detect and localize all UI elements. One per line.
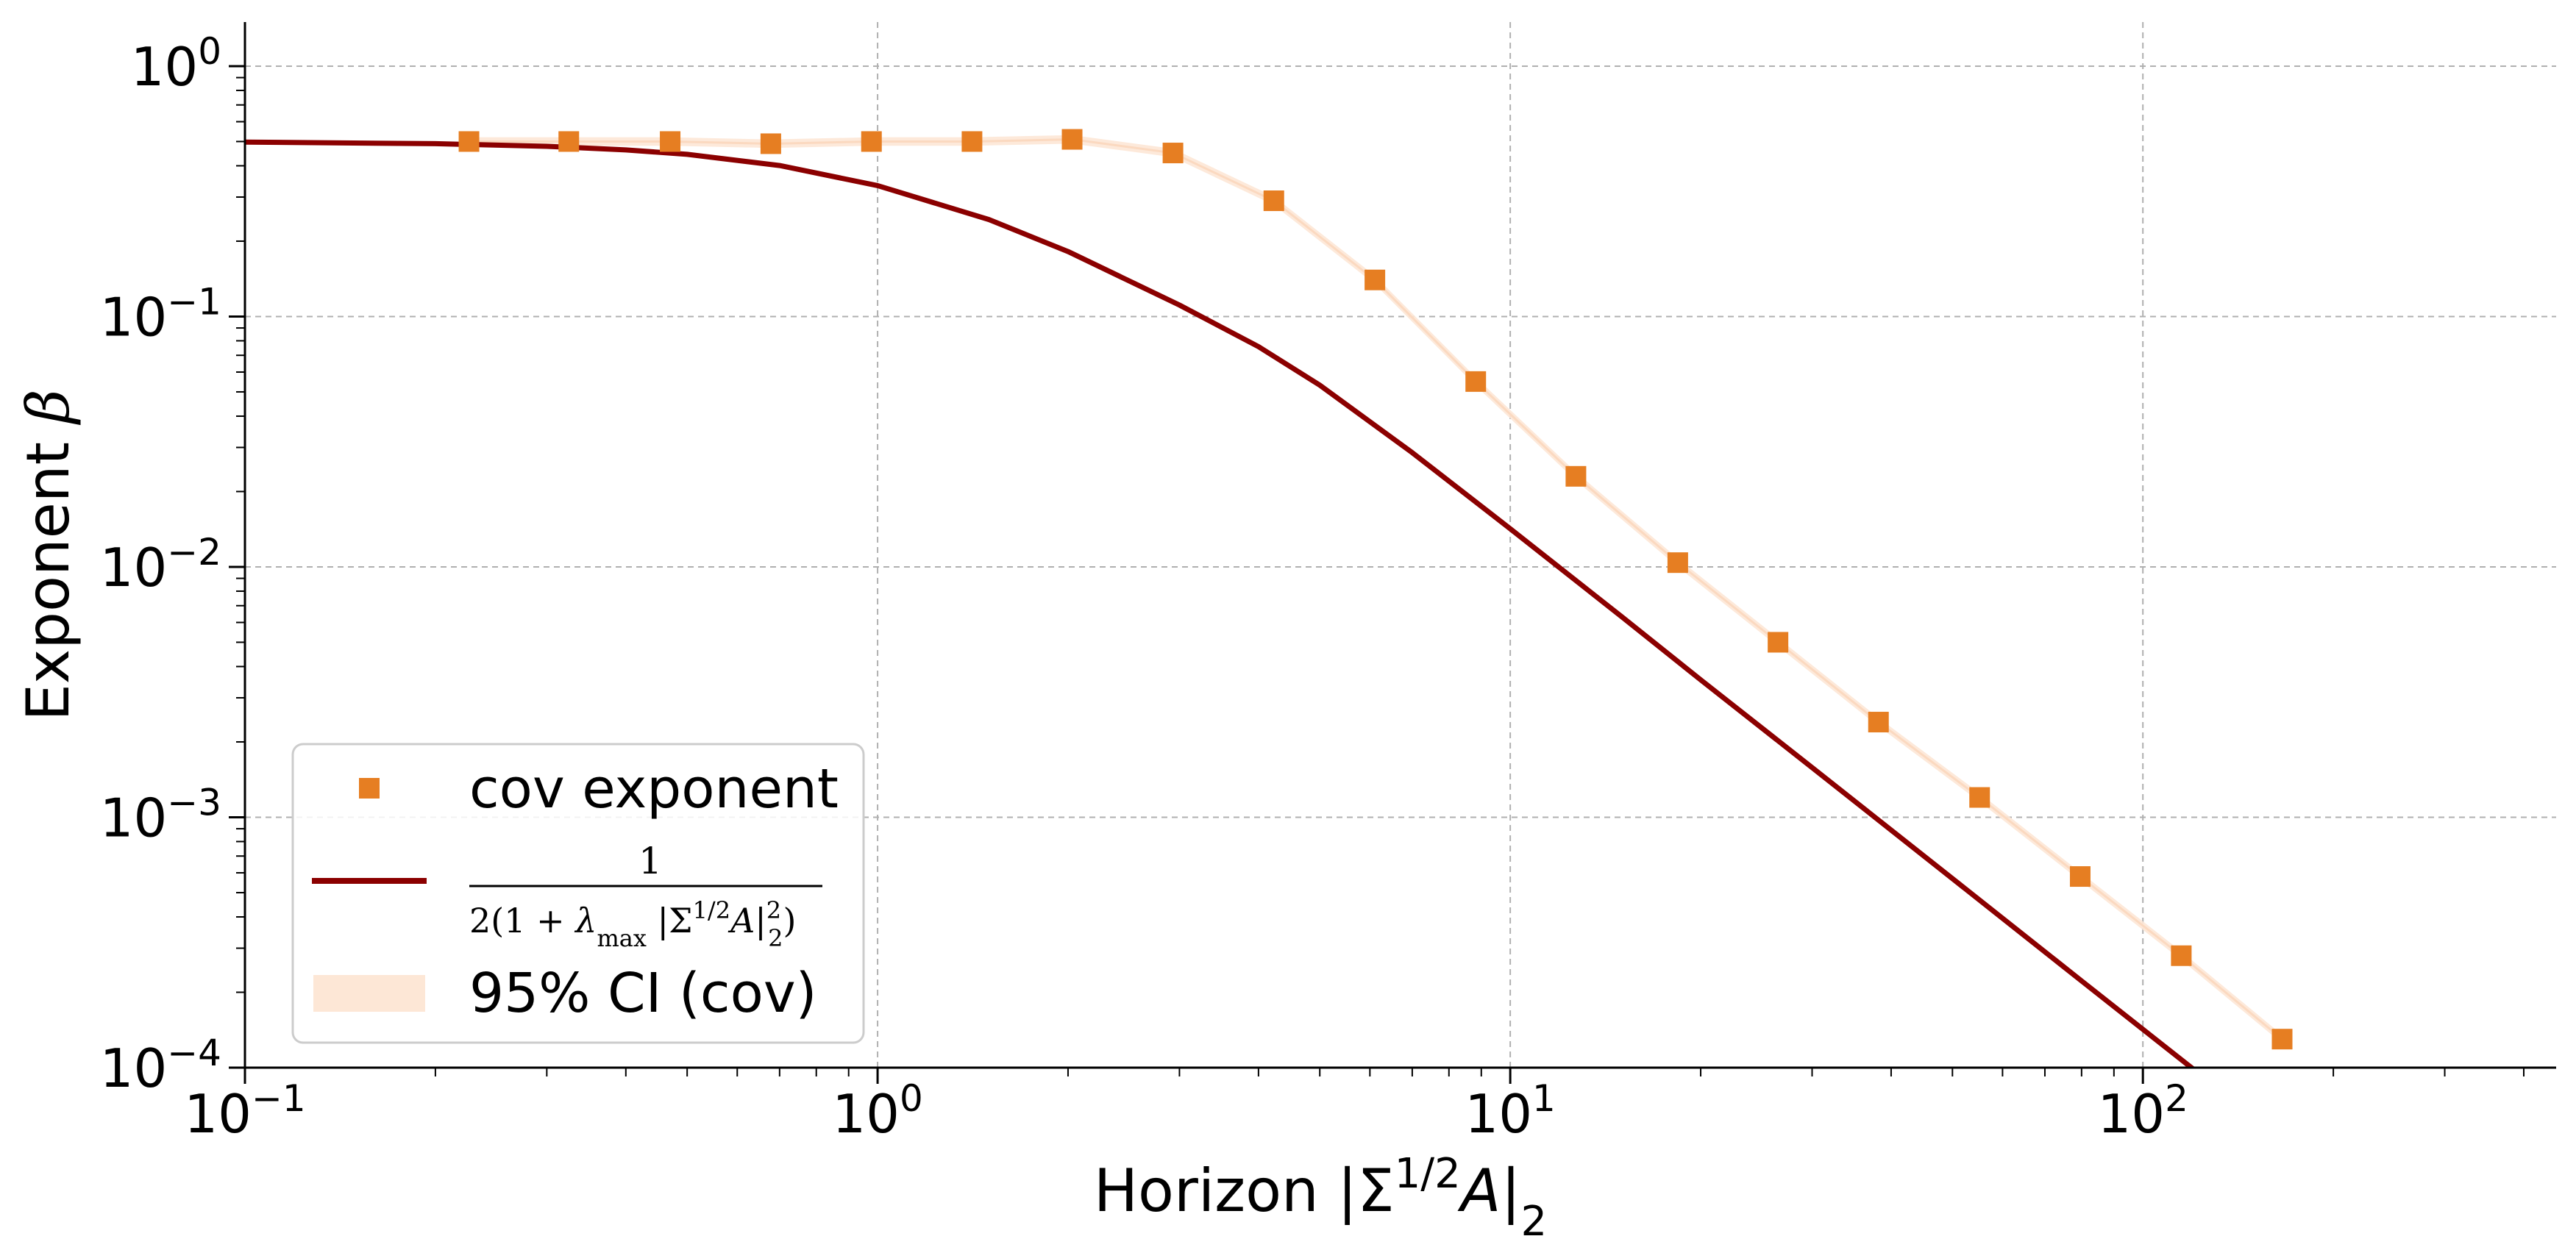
cov-exponent-point [1263,190,1284,212]
y-tick-label: 10−3 [100,781,221,849]
theory-curve [245,139,2196,1068]
cov-exponent-point [2271,1029,2293,1050]
cov-exponent-point [1768,632,1789,653]
cov-exponent-point [2171,945,2192,966]
y-tick-label: 10−4 [100,1032,221,1099]
cov-exponent-point [1868,712,1889,733]
cov-exponent-point [1061,129,1083,150]
legend-label-cov-exponent: cov exponent [469,757,839,821]
legend-patch-ci [313,975,425,1012]
y-axis-label: Exponent β [14,389,82,721]
y-tick-label: 100 [131,30,221,98]
legend-frame [291,743,865,1044]
cov-exponent-point [660,131,681,152]
legend-label-ci: 95% CI (cov) [469,962,817,1025]
svg-text:1: 1 [638,840,662,882]
cov-exponent-point [2069,866,2091,888]
legend-marker-square [359,778,380,799]
cov-exponent-point [1969,787,1990,808]
cov-exponent-point [558,131,580,152]
x-tick-label: 10−1 [184,1077,305,1145]
y-tick-label: 10−1 [100,280,221,348]
cov-exponent-point [1565,465,1587,487]
cov-exponent-point [1667,552,1688,574]
cov-exponent-point [458,131,480,152]
plot-area [245,129,2293,1068]
cov-exponent-point [961,131,983,152]
y-tick-label: 10−2 [100,531,221,599]
cov-exponent-point [1365,269,1386,290]
x-tick-label: 100 [832,1077,922,1145]
axes [243,22,2556,1069]
x-tick-label: 101 [1465,1077,1555,1145]
x-tick-label: 102 [2097,1077,2188,1145]
cov-exponent-point [760,133,781,154]
cov-exponent-point [861,131,882,152]
cov-exponent-point [1465,371,1487,392]
legend: cov exponent 1 2(1 + λmax |Σ1/2A|2 2) 95%… [291,743,865,1044]
ticks: 10−1 100 101 102 10−4 10−3 10−2 10−1 100 [100,30,2525,1145]
cov-exponent-point [1162,143,1184,164]
